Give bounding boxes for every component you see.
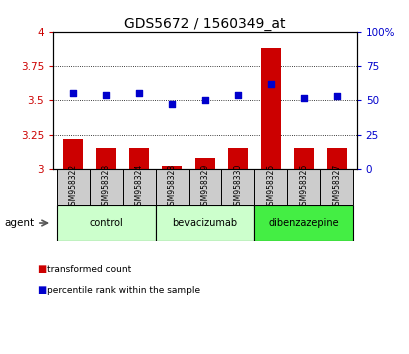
Bar: [188, 169, 221, 205]
Bar: [195, 158, 214, 169]
Title: GDS5672 / 1560349_at: GDS5672 / 1560349_at: [124, 17, 285, 31]
Text: GSM958324: GSM958324: [134, 164, 143, 210]
Bar: [155, 205, 254, 241]
Text: GSM958327: GSM958327: [332, 164, 341, 210]
Bar: [293, 148, 313, 169]
Point: [267, 81, 274, 87]
Bar: [56, 205, 155, 241]
Text: dibenzazepine: dibenzazepine: [268, 218, 338, 228]
Point: [135, 91, 142, 96]
Text: percentile rank within the sample: percentile rank within the sample: [47, 286, 200, 295]
Bar: [129, 148, 148, 169]
Point: [169, 102, 175, 107]
Text: GSM958323: GSM958323: [101, 164, 110, 210]
Text: GSM958326: GSM958326: [299, 164, 308, 210]
Bar: [254, 205, 353, 241]
Text: GSM958325: GSM958325: [266, 164, 275, 210]
Point: [300, 95, 306, 101]
Bar: [221, 169, 254, 205]
Bar: [254, 169, 287, 205]
Point: [234, 92, 240, 98]
Bar: [326, 148, 346, 169]
Bar: [89, 169, 122, 205]
Text: GSM958328: GSM958328: [167, 164, 176, 210]
Point: [333, 93, 339, 99]
Text: agent: agent: [4, 218, 34, 228]
Text: transformed count: transformed count: [47, 264, 131, 274]
Bar: [320, 169, 353, 205]
Point: [201, 97, 208, 103]
Text: GSM958329: GSM958329: [200, 164, 209, 210]
Text: control: control: [89, 218, 123, 228]
Bar: [162, 166, 182, 169]
Bar: [155, 169, 188, 205]
Bar: [227, 148, 247, 169]
Bar: [122, 169, 155, 205]
Point: [103, 92, 109, 98]
Bar: [96, 148, 116, 169]
Bar: [56, 169, 89, 205]
Text: bevacizumab: bevacizumab: [172, 218, 237, 228]
Text: ■: ■: [37, 264, 46, 274]
Bar: [63, 139, 83, 169]
Bar: [287, 169, 320, 205]
Bar: [261, 48, 280, 169]
Text: ■: ■: [37, 285, 46, 295]
Point: [70, 91, 76, 96]
Text: GSM958322: GSM958322: [68, 164, 77, 210]
Text: GSM958330: GSM958330: [233, 164, 242, 210]
